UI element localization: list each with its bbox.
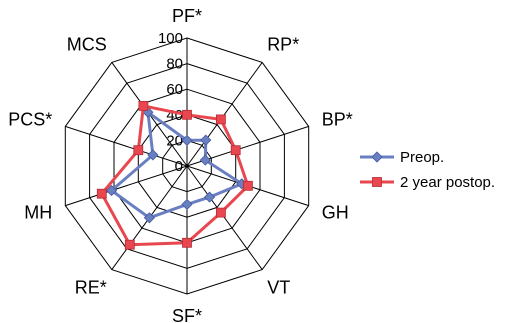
grid-spoke	[65, 125, 188, 167]
data-point	[200, 134, 212, 146]
data-point	[204, 191, 216, 203]
tick-label: 0	[175, 158, 183, 175]
data-point	[105, 184, 118, 197]
legend: Preop. 2 year postop.	[360, 149, 495, 191]
data-point	[230, 145, 241, 156]
data-point	[124, 239, 135, 250]
data-point	[147, 149, 159, 161]
axis-label-9: MCS	[67, 35, 107, 55]
axis-label-1: RP*	[267, 35, 299, 55]
grid-spoke	[65, 165, 188, 207]
data-point	[138, 101, 149, 111]
series-0	[105, 106, 248, 224]
axis-label-6: RE*	[75, 277, 107, 297]
grid-spoke	[186, 62, 263, 167]
axis-labels: PF* RP* BP* GH VT SF* RE* MH PCS* MCS	[8, 6, 352, 323]
tick-label: 60	[166, 81, 183, 98]
data-point	[181, 134, 193, 146]
data-point	[96, 188, 107, 199]
data-point	[215, 207, 226, 218]
axis-label-4: VT	[267, 277, 290, 297]
data-point	[242, 180, 253, 191]
legend-label: Preop.	[400, 149, 444, 166]
legend-marker	[372, 177, 382, 187]
axis-label-3: GH	[322, 202, 349, 222]
data-point	[182, 109, 192, 120]
axis-label-5: SF*	[172, 306, 202, 323]
legend-item-0: Preop.	[360, 149, 444, 166]
data-point	[199, 154, 211, 166]
data-point	[215, 114, 226, 125]
radial-tick-labels: 0 20 40 60 80 100	[158, 30, 183, 175]
tick-label: 20	[166, 132, 183, 149]
data-point	[133, 145, 144, 156]
grid-spoke	[186, 165, 263, 270]
data-point	[182, 237, 192, 248]
tick-label: 100	[158, 30, 183, 47]
legend-item-1: 2 year postop.	[360, 174, 495, 191]
axis-label-7: MH	[24, 202, 52, 222]
legend-marker	[371, 151, 383, 163]
legend-label: 2 year postop.	[400, 174, 495, 191]
series-1	[96, 101, 253, 250]
tick-label: 40	[166, 107, 183, 124]
axis-label-2: BP*	[322, 110, 353, 130]
radar-grid	[64, 37, 310, 295]
series-group	[96, 101, 253, 250]
data-point	[181, 198, 193, 210]
tick-label: 80	[166, 56, 183, 73]
axis-label-0: PF*	[172, 6, 202, 26]
data-point	[143, 212, 155, 224]
axis-label-8: PCS*	[8, 110, 52, 130]
